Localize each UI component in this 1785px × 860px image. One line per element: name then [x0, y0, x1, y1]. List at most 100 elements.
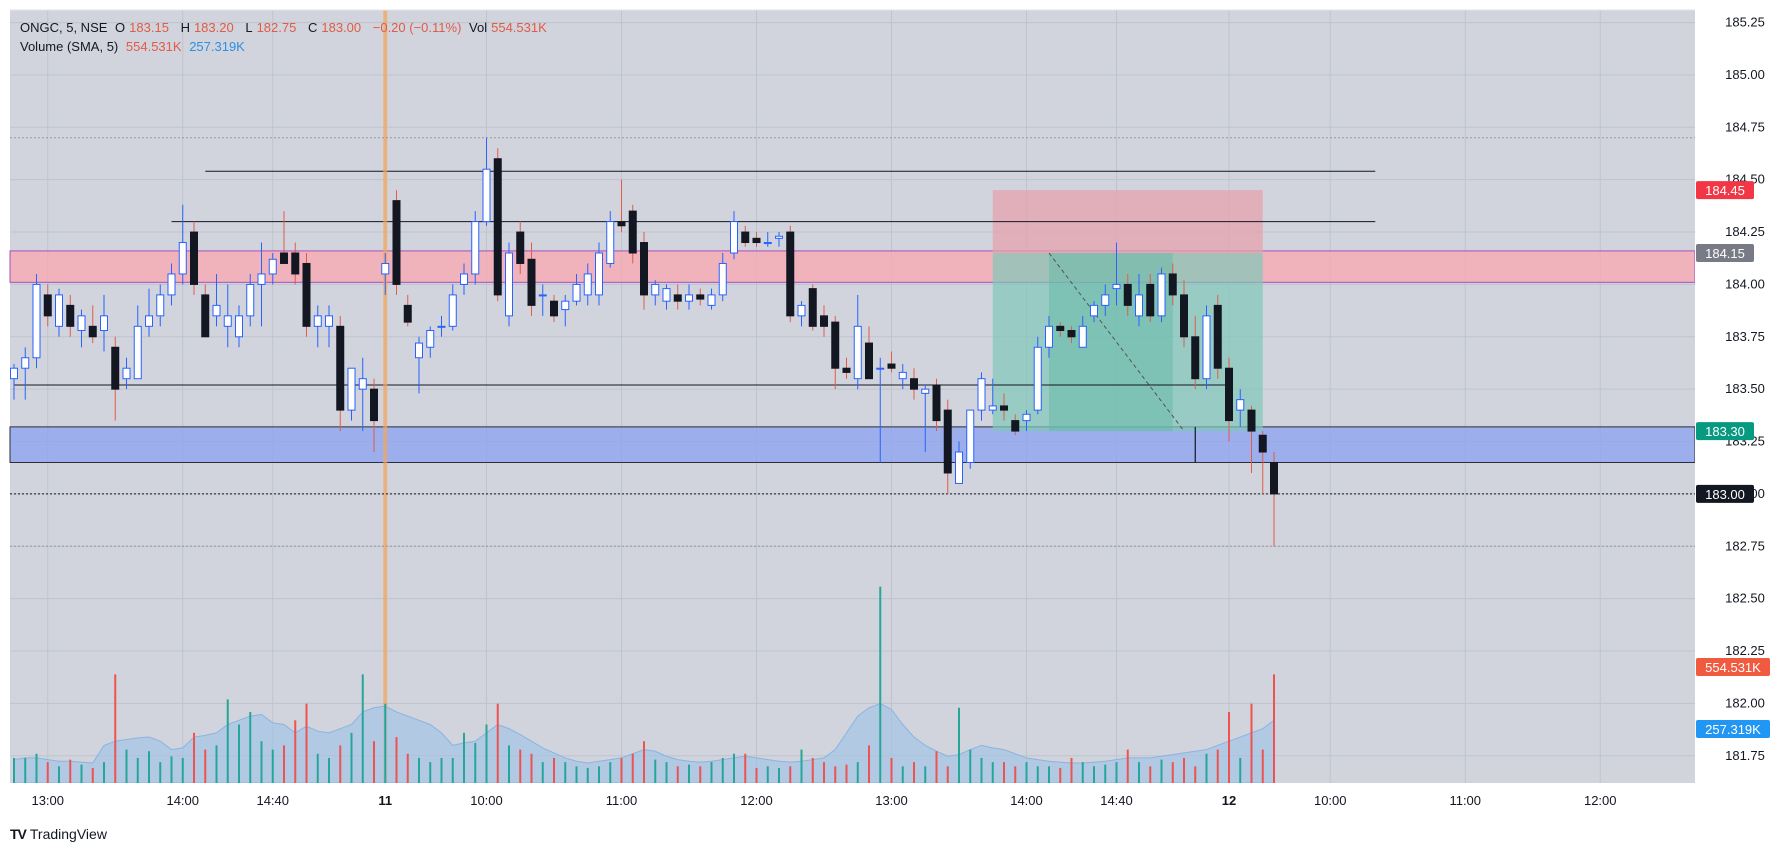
candle-body[interactable] [865, 342, 873, 380]
price-axis[interactable] [1695, 0, 1785, 783]
candle-body[interactable] [550, 300, 558, 317]
candle-body[interactable] [763, 242, 772, 245]
candle-body[interactable] [403, 304, 412, 323]
candle-body[interactable] [831, 321, 840, 369]
candle-body[interactable] [1000, 405, 1008, 411]
tradingview-brand[interactable]: TV TradingView [10, 826, 107, 842]
candle-body[interactable] [280, 252, 288, 264]
candle-body[interactable] [381, 262, 390, 275]
candle-body[interactable] [730, 221, 738, 254]
candle-body[interactable] [111, 346, 120, 390]
candle-body[interactable] [820, 315, 828, 327]
candle-body[interactable] [43, 294, 52, 317]
candle-body[interactable] [617, 221, 626, 227]
candle-body[interactable] [336, 325, 345, 411]
candle-body[interactable] [1123, 283, 1132, 306]
candle-body[interactable] [1157, 273, 1166, 317]
candle-body[interactable] [246, 283, 255, 317]
candle-body[interactable] [358, 378, 367, 390]
candle-body[interactable] [1191, 336, 1200, 380]
candle-body[interactable] [1202, 315, 1211, 380]
candle-body[interactable] [1270, 461, 1278, 495]
candle-body[interactable] [212, 304, 221, 317]
candle-body[interactable] [1180, 294, 1188, 338]
candle-body[interactable] [887, 363, 896, 369]
candle-body[interactable] [460, 273, 468, 285]
candle-body[interactable] [538, 294, 547, 297]
candle-body[interactable] [55, 294, 63, 327]
candle-body[interactable] [921, 388, 930, 394]
candle-body[interactable] [223, 315, 232, 327]
candle-body[interactable] [696, 294, 705, 300]
candle-body[interactable] [437, 325, 446, 328]
candle-body[interactable] [718, 262, 727, 296]
candle-body[interactable] [156, 294, 165, 317]
candle-body[interactable] [707, 294, 716, 306]
candle-body[interactable] [32, 283, 41, 359]
candle-body[interactable] [1033, 346, 1042, 411]
volume-indicator-label[interactable]: Volume (SMA, 5) [20, 39, 119, 54]
candle-body[interactable] [370, 388, 378, 422]
candle-body[interactable] [493, 158, 502, 296]
candle-body[interactable] [505, 252, 513, 317]
candle-body[interactable] [426, 330, 435, 348]
candle-body[interactable] [257, 273, 266, 285]
candle-body[interactable] [133, 325, 142, 380]
candle-body[interactable] [291, 252, 300, 275]
candle-body[interactable] [685, 294, 693, 302]
candle-body[interactable] [853, 325, 862, 380]
candle-body[interactable] [977, 378, 986, 411]
candle-body[interactable] [10, 367, 18, 380]
candle-body[interactable] [1247, 409, 1256, 432]
candle-body[interactable] [302, 262, 311, 327]
symbol-label[interactable]: ONGC, 5, NSE [20, 20, 108, 35]
candle-body[interactable] [1090, 304, 1098, 317]
candle-body[interactable] [482, 168, 491, 223]
candle-body[interactable] [786, 231, 795, 317]
candle-body[interactable] [66, 304, 75, 327]
candle-body[interactable] [808, 288, 817, 327]
candle-body[interactable] [268, 258, 277, 275]
zone-resistance[interactable] [9, 250, 1696, 283]
candle-body[interactable] [145, 315, 153, 327]
candle-body[interactable] [966, 409, 975, 463]
candle-body[interactable] [1067, 330, 1076, 338]
candle-body[interactable] [932, 384, 941, 422]
candle-body[interactable] [752, 237, 761, 244]
candle-body[interactable] [448, 294, 457, 327]
candle-body[interactable] [347, 367, 356, 411]
candle-body[interactable] [100, 315, 108, 332]
candle-body[interactable] [88, 325, 97, 338]
candle-body[interactable] [797, 304, 806, 317]
candle-body[interactable] [988, 405, 997, 411]
candle-body[interactable] [1112, 283, 1121, 290]
candle-body[interactable] [572, 283, 581, 302]
candle-body[interactable] [1236, 399, 1245, 411]
candle-body[interactable] [898, 371, 907, 380]
candle-body[interactable] [325, 315, 333, 327]
zone-support[interactable] [9, 426, 1696, 463]
candle-body[interactable] [1225, 367, 1233, 422]
candle-body[interactable] [313, 315, 322, 327]
candle-body[interactable] [1168, 273, 1177, 296]
candle-body[interactable] [471, 221, 480, 275]
candle-body[interactable] [201, 294, 210, 338]
candle-body[interactable] [1078, 325, 1087, 348]
candle-body[interactable] [628, 210, 637, 254]
candle-body[interactable] [178, 242, 187, 275]
candle-body[interactable] [842, 367, 851, 373]
candle-body[interactable] [1135, 294, 1143, 317]
time-axis[interactable] [0, 783, 1785, 823]
candle-body[interactable] [775, 235, 783, 239]
candle-body[interactable] [1146, 283, 1155, 317]
candle-body[interactable] [21, 357, 30, 369]
candle-body[interactable] [910, 378, 918, 390]
candle-body[interactable] [1213, 304, 1222, 369]
candle-body[interactable] [876, 367, 885, 370]
candle-body[interactable] [235, 315, 243, 338]
candle-body[interactable] [1045, 325, 1053, 348]
candle-body[interactable] [561, 300, 570, 311]
candle-body[interactable] [651, 283, 660, 296]
candle-body[interactable] [673, 294, 682, 302]
